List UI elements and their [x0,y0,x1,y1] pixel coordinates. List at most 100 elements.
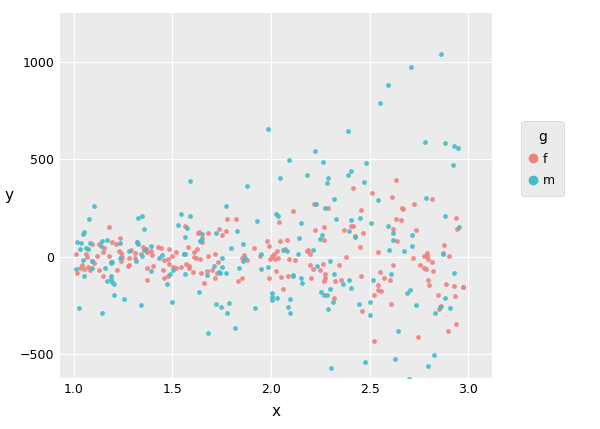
f [171,249,181,256]
f [197,234,207,241]
m [211,229,220,236]
f [115,235,124,242]
f [377,287,386,294]
m [202,272,212,279]
f [283,272,293,279]
f [167,252,177,259]
f [79,266,89,273]
m [180,251,190,257]
f [192,245,202,252]
f [203,229,213,236]
f [388,193,397,200]
f [436,302,445,309]
f [262,237,272,244]
m [296,275,305,282]
m [308,247,318,254]
f [126,247,136,254]
m [355,215,365,222]
f [200,280,209,287]
f [373,249,383,256]
f [148,251,157,258]
m [221,269,230,276]
m [300,378,310,384]
m [211,301,221,308]
f [197,269,206,276]
m [346,217,356,224]
f [422,253,431,260]
m [325,286,335,293]
f [189,249,199,256]
f [319,260,328,267]
f [452,320,461,327]
f [71,251,81,257]
m [221,202,231,209]
m [230,324,240,331]
f [214,226,224,233]
Legend: f, m: f, m [521,121,563,196]
f [355,244,365,251]
f [264,242,274,249]
m [407,63,416,70]
m [415,412,425,419]
f [356,206,366,213]
f [133,238,142,245]
f [197,239,207,245]
m [216,303,226,310]
m [359,178,368,185]
m [360,358,370,365]
f [302,248,312,255]
m [407,242,416,249]
m [78,231,88,238]
m [388,236,398,243]
m [453,145,463,151]
m [328,298,338,305]
m [283,304,293,311]
m [415,387,425,394]
m [435,303,445,310]
f [450,293,460,299]
m [272,294,282,301]
m [137,253,147,260]
f [320,275,329,281]
f [305,261,315,268]
m [154,255,164,262]
f [136,251,146,257]
m [180,270,190,277]
m [238,241,248,248]
m [342,387,352,394]
m [388,384,397,391]
m [71,266,80,272]
m [197,230,207,237]
m [284,157,294,163]
f [423,276,433,283]
m [439,251,448,258]
m [296,219,306,226]
m [81,245,91,252]
m [421,195,431,202]
f [238,274,247,281]
m [194,288,203,295]
f [196,255,205,262]
f [217,231,226,238]
f [184,263,194,270]
m [167,299,176,306]
m [449,142,459,149]
m [133,214,143,221]
m [100,264,110,271]
f [265,275,274,281]
f [211,275,220,281]
m [119,296,129,302]
f [221,228,231,235]
f [142,246,151,253]
f [269,251,279,257]
f [82,251,91,257]
f [449,282,458,289]
f [106,260,115,266]
f [194,229,204,236]
m [168,266,178,273]
f [379,275,388,281]
f [411,227,421,233]
m [268,290,277,296]
f [415,262,425,269]
f [107,239,117,246]
